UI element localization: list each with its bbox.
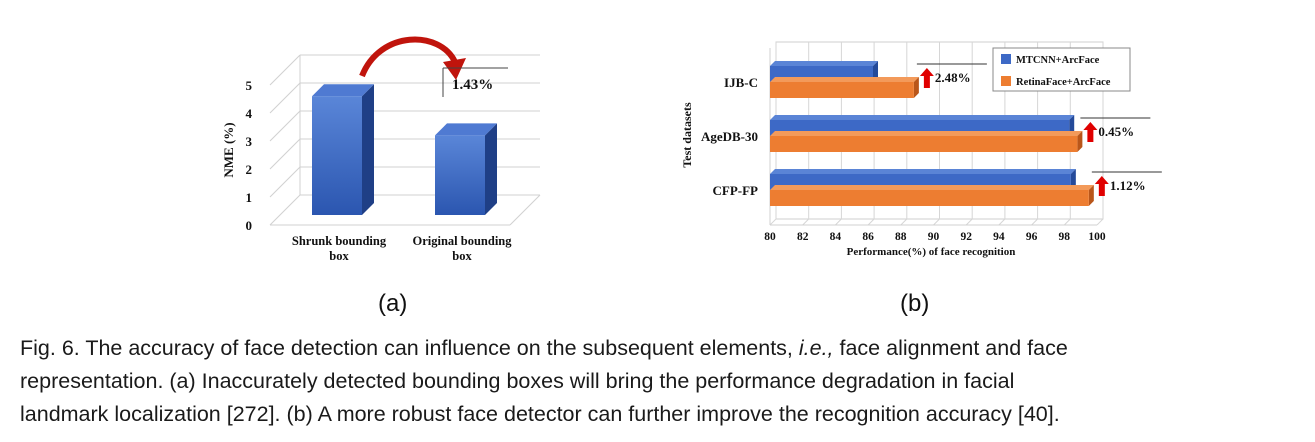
category-label-2: CFP-FP — [713, 183, 759, 198]
x-tick-label-0-0: Shrunk bounding — [292, 234, 387, 248]
panel-label-b: (b) — [900, 290, 930, 317]
x-axis-title: Performance(%) of face recognition — [847, 246, 1016, 258]
bar-0 — [312, 96, 362, 215]
figure-caption: Fig. 6. The accuracy of face detection c… — [20, 332, 1305, 431]
y-tick-label-4: 4 — [246, 106, 253, 121]
bar-side-0 — [362, 84, 374, 215]
floor-side-edge — [509, 194, 541, 226]
y-tick-label-2: 2 — [246, 162, 253, 177]
bar-top-1 — [435, 123, 497, 136]
y-axis-title: Test datasets — [680, 102, 694, 168]
x-tick-label-1: 82 — [797, 231, 809, 243]
annotation-label-1: 0.45% — [1098, 124, 1134, 139]
bar-top-2-1 — [770, 185, 1094, 190]
up-arrow-icon-1 — [1083, 122, 1098, 142]
bar-side-2-0 — [1070, 169, 1076, 190]
bar-side-1-0 — [1069, 115, 1075, 136]
bar-side-2-1 — [1088, 185, 1094, 206]
improvement-arrowhead — [443, 58, 466, 80]
grid-floor-5 — [933, 218, 940, 226]
grid-diagonal-4 — [269, 82, 301, 114]
grid-diagonal-3 — [269, 110, 301, 142]
grid-floor-6 — [965, 218, 973, 226]
x-tick-label-2: 84 — [830, 231, 842, 243]
y-tick-label-0: 0 — [246, 218, 253, 233]
x-tick-label-8: 96 — [1026, 231, 1038, 243]
improvement-arrow — [359, 36, 458, 78]
up-arrow-icon-2 — [1094, 176, 1109, 196]
y-axis-title: NME (%) — [221, 122, 236, 177]
grid-diagonal-5 — [269, 54, 301, 86]
up-arrow-icon-0 — [919, 68, 934, 88]
x-tick-label-0: 80 — [764, 231, 776, 243]
x-tick-label-1-1: box — [452, 249, 472, 263]
legend-box — [992, 47, 1131, 92]
y-tick-label-1: 1 — [246, 190, 253, 205]
bar-side-1 — [485, 123, 497, 215]
bar-top-2-0 — [770, 169, 1076, 174]
x-tick-label-1-0: Original bounding — [413, 234, 513, 248]
legend-swatch-1 — [1001, 76, 1011, 86]
legend-swatch-0 — [1001, 54, 1011, 64]
bar-top-1-1 — [770, 131, 1083, 136]
bar-side-0-0 — [873, 61, 879, 82]
grid-floor-4 — [900, 218, 908, 226]
grid-floor-10 — [1096, 218, 1104, 226]
category-label-1: AgeDB-30 — [701, 129, 758, 144]
x-tick-label-10: 100 — [1088, 231, 1106, 243]
x-tick-label-6: 92 — [960, 231, 972, 243]
bar-1-1 — [770, 136, 1078, 152]
y-tick-label-5: 5 — [246, 78, 253, 93]
bar-top-1-0 — [770, 115, 1075, 120]
y-tick-label-3: 3 — [246, 134, 253, 149]
caption-line-2: representation. (a) Inaccurately detecte… — [20, 369, 1015, 393]
grid-floor-1 — [802, 218, 810, 226]
grid-floor-2 — [835, 218, 842, 226]
grid-floor-7 — [998, 218, 1006, 226]
grid-diagonal-1 — [269, 166, 301, 198]
x-tick-label-3: 86 — [862, 231, 874, 243]
grid-diagonal-2 — [269, 138, 301, 170]
chart-b: 80 82 84 86 88 90 92 94 96 98 100 Performance(%) of… — [680, 41, 1162, 258]
annotation-label-2: 1.12% — [1110, 178, 1146, 193]
bar-side-1-1 — [1077, 131, 1083, 152]
x-tick-label-9: 98 — [1059, 231, 1071, 243]
caption-line-3: landmark localization [272]. (b) A more … — [20, 402, 1060, 426]
x-tick-label-5: 90 — [928, 231, 940, 243]
annotation-label-0: 2.48% — [935, 70, 971, 85]
panel-label-a: (a) — [378, 290, 408, 317]
x-tick-label-0-1: box — [329, 249, 349, 263]
bar-top-0-0 — [770, 61, 879, 66]
bar-1 — [435, 135, 485, 215]
bar-top-0 — [312, 84, 374, 97]
bar-2-1 — [770, 190, 1089, 206]
legend-label-0: MTCNN+ArcFace — [1016, 55, 1100, 66]
caption-line-1: Fig. 6. The accuracy of face detection c… — [20, 336, 1068, 360]
bar-0-1 — [770, 82, 914, 98]
x-tick-label-4: 88 — [895, 231, 907, 243]
category-label-0: IJB-C — [724, 75, 758, 90]
grid-diagonal-0 — [269, 194, 301, 226]
annotation-label: 1.43% — [452, 77, 493, 93]
grid-floor-9 — [1063, 218, 1071, 226]
grid-floor-3 — [867, 218, 875, 226]
grid-floor-0 — [769, 218, 777, 226]
bar-top-0-1 — [770, 77, 919, 82]
bar-side-0-1 — [913, 77, 919, 98]
legend-label-1: RetinaFace+ArcFace — [1016, 77, 1111, 88]
x-tick-label-7: 94 — [993, 231, 1005, 243]
grid-floor-8 — [1031, 218, 1038, 226]
